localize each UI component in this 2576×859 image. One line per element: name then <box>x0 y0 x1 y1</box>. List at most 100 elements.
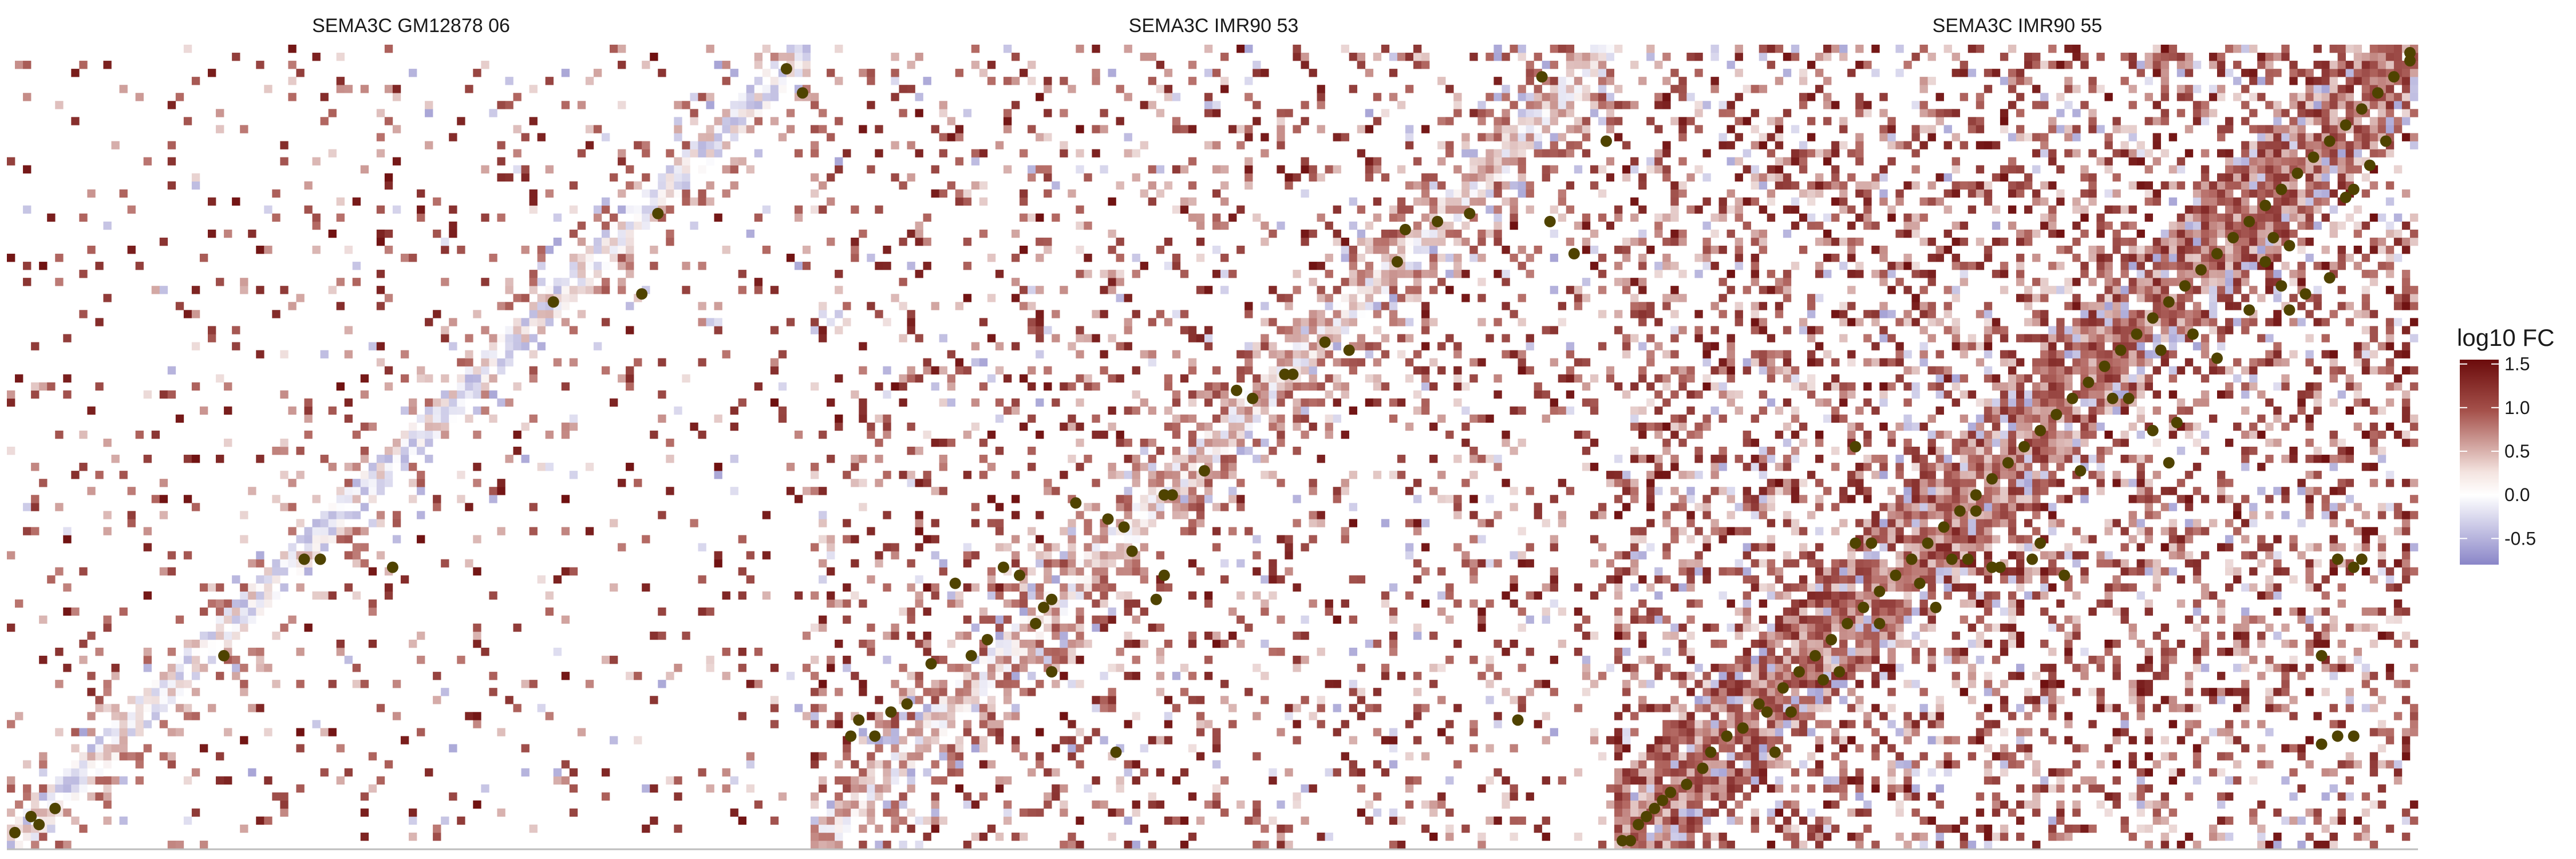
heatmap-cell <box>151 696 160 704</box>
heatmap-cell <box>344 656 353 664</box>
heatmap-cell <box>288 61 297 69</box>
heatmap-cell <box>159 495 168 503</box>
heatmap-cell <box>1244 302 1253 310</box>
heatmap-cell <box>1694 824 1703 833</box>
heatmap-cell <box>392 438 401 447</box>
heatmap-cell <box>529 286 538 294</box>
heatmap-cell <box>2008 760 2017 769</box>
heatmap-cell <box>1791 800 1800 809</box>
heatmap-cell <box>1887 768 1896 777</box>
heatmap-cell <box>939 688 947 696</box>
heatmap-cell <box>722 165 730 174</box>
heatmap-cell <box>143 648 152 656</box>
heatmap-cell <box>1445 197 1454 206</box>
heatmap-cell <box>819 816 827 825</box>
heatmap-cell <box>1927 768 1936 777</box>
heatmap-cell <box>1341 527 1349 535</box>
heatmap-cell <box>1751 688 1760 696</box>
heatmap-cell <box>1670 672 1679 680</box>
heatmap-cell <box>1140 543 1148 551</box>
heatmap-cell <box>1188 744 1197 752</box>
heatmap-cell <box>320 527 329 535</box>
heatmap-cell <box>1485 133 1494 141</box>
heatmap-cell <box>1293 342 1301 350</box>
heatmap-cell <box>111 720 120 728</box>
heatmap-cell <box>610 519 618 527</box>
heatmap-cell <box>103 688 112 696</box>
heatmap-cell <box>2048 696 2057 704</box>
heatmap-cell <box>1807 688 1816 696</box>
heatmap-cell <box>907 326 915 334</box>
heatmap-cell <box>1244 157 1253 166</box>
heatmap-cell <box>1558 406 1567 415</box>
heatmap-cell <box>1172 117 1181 125</box>
heatmap-cell <box>1984 680 1993 688</box>
significant-point <box>845 730 857 742</box>
heatmap-cell <box>232 607 240 616</box>
heatmap-cell <box>1293 350 1301 358</box>
heatmap-cell <box>1084 527 1092 535</box>
heatmap-cell <box>1437 495 1446 503</box>
heatmap-cell <box>240 583 248 592</box>
heatmap-cell <box>1614 816 1623 825</box>
heatmap-cell <box>1212 246 1221 254</box>
heatmap-cell <box>1068 567 1076 576</box>
heatmap-cell <box>666 438 674 447</box>
heatmap-cell <box>449 133 457 141</box>
heatmap-cell <box>738 109 746 117</box>
heatmap-cell <box>746 117 755 125</box>
heatmap-cell <box>1052 680 1060 688</box>
heatmap-cell <box>811 205 819 214</box>
heatmap-cell <box>336 503 345 511</box>
heatmap-cell <box>1437 181 1446 190</box>
heatmap-cell <box>232 575 240 584</box>
heatmap-cell <box>376 358 385 367</box>
heatmap-cell <box>1461 479 1470 487</box>
significant-point <box>1512 714 1524 726</box>
heatmap-cell <box>111 744 120 752</box>
heatmap-cell <box>963 680 972 688</box>
heatmap-cell <box>392 205 401 214</box>
heatmap-cell <box>1726 704 1735 712</box>
heatmap-cell <box>1068 720 1076 728</box>
heatmap-cell <box>1526 688 1534 696</box>
heatmap-cell <box>320 519 329 527</box>
heatmap-cell <box>963 262 972 270</box>
heatmap-cell <box>79 776 88 785</box>
heatmap-cell <box>794 45 803 53</box>
heatmap-cell <box>1188 832 1197 841</box>
heatmap-cell <box>1204 390 1213 399</box>
heatmap-cell <box>1735 800 1743 809</box>
heatmap-cell <box>1445 270 1454 278</box>
heatmap-cell <box>1084 543 1092 551</box>
heatmap-cell <box>1277 326 1285 334</box>
heatmap-cell <box>167 680 176 688</box>
heatmap-cell <box>1518 318 1526 326</box>
heatmap-cell <box>1003 45 1012 53</box>
heatmap-cell <box>1694 808 1703 817</box>
heatmap-cell <box>1212 728 1221 736</box>
heatmap-cell <box>1598 503 1607 511</box>
heatmap-cell <box>561 567 570 576</box>
heatmap-cell <box>714 149 722 157</box>
heatmap-cell <box>1542 583 1550 592</box>
heatmap-cell <box>473 310 481 318</box>
heatmap-cell <box>585 680 594 688</box>
heatmap-cell <box>601 237 610 246</box>
heatmap-cell <box>1502 141 1510 149</box>
heatmap-cell <box>794 61 803 69</box>
heatmap-cell <box>931 776 939 785</box>
heatmap-cell <box>1341 310 1349 318</box>
heatmap-cell <box>561 495 570 503</box>
heatmap-cell <box>1156 623 1165 632</box>
heatmap-cell <box>1662 720 1671 728</box>
heatmap-cell <box>738 125 746 133</box>
heatmap-cell <box>2024 744 2033 752</box>
heatmap-cell <box>835 310 843 318</box>
heatmap-cell <box>987 704 996 712</box>
heatmap-cell <box>1333 334 1341 342</box>
heatmap-cell <box>971 672 980 680</box>
heatmap-cell <box>754 101 763 109</box>
heatmap-cell <box>1084 575 1092 584</box>
heatmap-cell <box>931 824 939 833</box>
